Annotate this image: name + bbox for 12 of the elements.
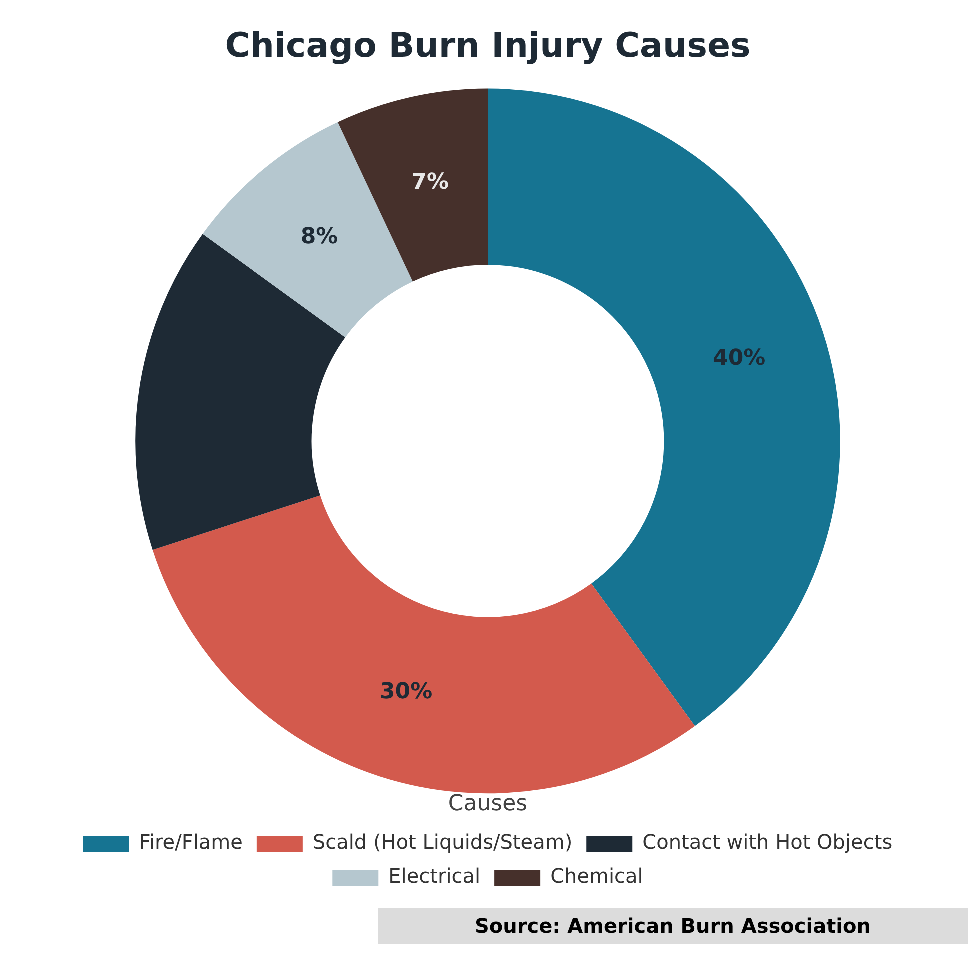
legend-label: Contact with Hot Objects — [642, 830, 893, 854]
legend-label: Fire/Flame — [139, 830, 243, 854]
legend-title: Causes — [448, 791, 528, 816]
chart-title: Chicago Burn Injury Causes — [225, 26, 751, 66]
legend-label: Scald (Hot Liquids/Steam) — [312, 830, 573, 854]
source-note: Source: American Burn Association — [378, 908, 968, 944]
data-label: 7% — [412, 170, 450, 195]
legend-label: Chemical — [550, 864, 644, 888]
data-label: 40% — [713, 346, 766, 372]
data-label: 30% — [380, 679, 433, 704]
data-label: 8% — [300, 224, 338, 250]
legend-label: Electrical — [388, 864, 481, 888]
